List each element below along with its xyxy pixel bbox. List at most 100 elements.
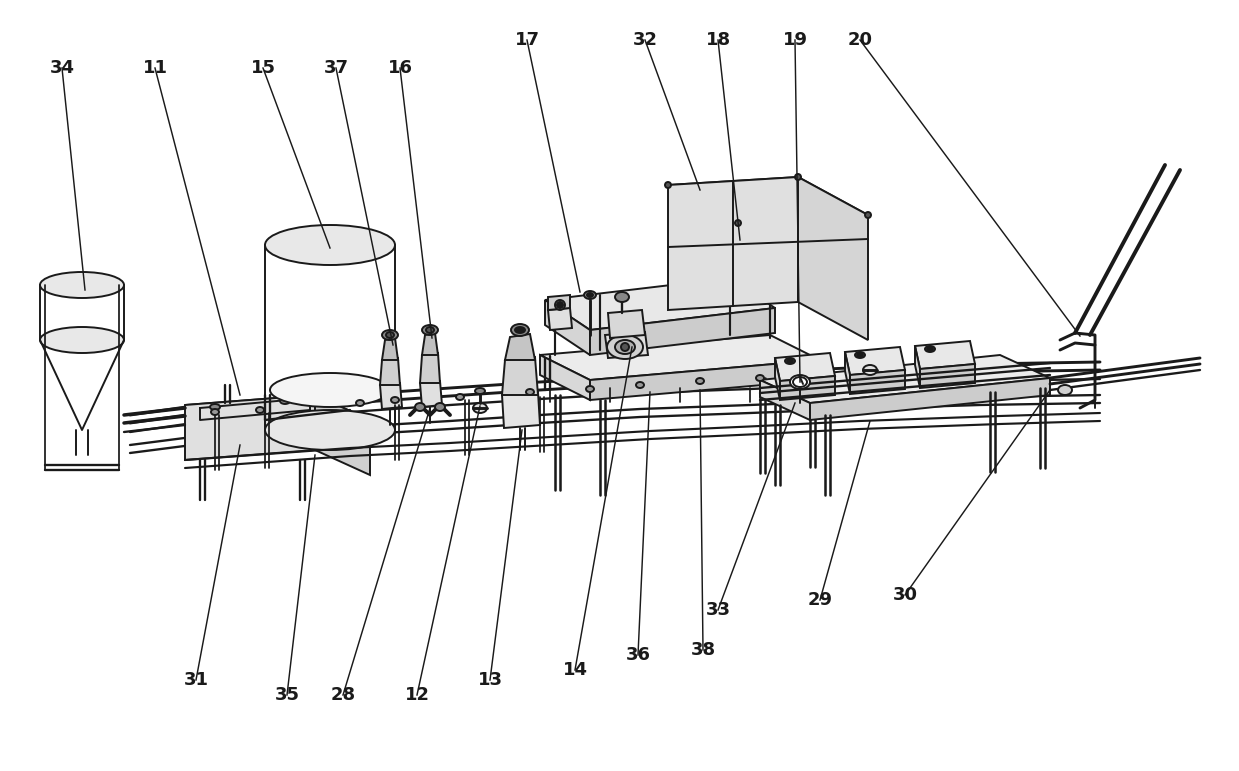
Polygon shape: [850, 370, 904, 394]
Polygon shape: [760, 380, 810, 420]
Ellipse shape: [927, 347, 933, 351]
Text: 17: 17: [514, 31, 539, 49]
Text: 19: 19: [783, 31, 808, 49]
Ellipse shape: [387, 332, 394, 338]
Polygon shape: [776, 358, 781, 400]
Ellipse shape: [209, 404, 221, 410]
Polygon shape: [668, 177, 869, 223]
Polygon shape: [668, 177, 798, 310]
Polygon shape: [545, 278, 776, 330]
Ellipse shape: [40, 327, 124, 353]
Ellipse shape: [426, 327, 434, 333]
Ellipse shape: [793, 377, 807, 387]
Ellipse shape: [415, 403, 425, 411]
Ellipse shape: [392, 397, 399, 403]
Text: 33: 33: [705, 601, 731, 619]
Ellipse shape: [270, 373, 390, 407]
Text: 37: 37: [323, 59, 348, 77]
Ellipse shape: [527, 389, 534, 395]
Ellipse shape: [615, 340, 636, 354]
Polygon shape: [315, 395, 370, 475]
Polygon shape: [798, 177, 869, 340]
Polygon shape: [185, 395, 370, 430]
Ellipse shape: [621, 343, 629, 351]
Text: 30: 30: [892, 586, 918, 604]
Ellipse shape: [665, 182, 672, 188]
Ellipse shape: [587, 293, 593, 297]
Ellipse shape: [456, 394, 463, 400]
Ellipse shape: [40, 272, 124, 298]
Polygon shape: [506, 334, 535, 360]
Text: 31: 31: [183, 671, 208, 689]
Text: 15: 15: [250, 59, 275, 77]
Ellipse shape: [475, 388, 484, 394]
Ellipse shape: [356, 400, 364, 406]
Polygon shape: [914, 341, 975, 369]
Text: 14: 14: [563, 661, 587, 679]
Polygon shape: [548, 308, 572, 330]
Ellipse shape: [473, 403, 487, 413]
Polygon shape: [605, 332, 648, 358]
Ellipse shape: [422, 325, 439, 335]
Polygon shape: [810, 378, 1049, 420]
Text: 32: 32: [632, 31, 658, 49]
Polygon shape: [545, 300, 590, 355]
Ellipse shape: [790, 375, 810, 389]
Ellipse shape: [435, 403, 445, 411]
Ellipse shape: [864, 365, 877, 375]
Ellipse shape: [586, 386, 593, 392]
Ellipse shape: [510, 324, 529, 336]
Ellipse shape: [256, 407, 264, 413]
Polygon shape: [420, 353, 440, 383]
Ellipse shape: [795, 174, 800, 180]
Ellipse shape: [1058, 385, 1072, 395]
Polygon shape: [420, 381, 442, 407]
Ellipse shape: [857, 353, 864, 357]
Polygon shape: [845, 352, 850, 394]
Ellipse shape: [211, 409, 219, 415]
Polygon shape: [781, 376, 835, 400]
Polygon shape: [380, 383, 401, 409]
Ellipse shape: [735, 220, 741, 226]
Ellipse shape: [756, 375, 764, 381]
Polygon shape: [380, 358, 400, 385]
Polygon shape: [760, 355, 1049, 403]
Text: 20: 20: [847, 31, 872, 49]
Text: 11: 11: [142, 59, 167, 77]
Text: 28: 28: [331, 686, 356, 704]
Polygon shape: [502, 357, 538, 395]
Text: 34: 34: [50, 59, 74, 77]
Text: 18: 18: [705, 31, 731, 49]
Ellipse shape: [265, 225, 395, 265]
Ellipse shape: [865, 212, 871, 218]
Text: 38: 38: [690, 641, 716, 659]
Text: 35: 35: [275, 686, 300, 704]
Text: 12: 12: [404, 686, 430, 704]
Polygon shape: [590, 308, 776, 355]
Polygon shape: [382, 338, 398, 360]
Polygon shape: [422, 333, 439, 355]
Ellipse shape: [786, 358, 795, 364]
Ellipse shape: [382, 330, 398, 340]
Polygon shape: [185, 395, 315, 460]
Ellipse shape: [280, 398, 290, 404]
Ellipse shape: [636, 382, 644, 388]
Polygon shape: [776, 353, 835, 381]
Ellipse shape: [607, 335, 643, 359]
Polygon shape: [921, 364, 975, 388]
Polygon shape: [590, 360, 820, 400]
Text: 13: 13: [477, 671, 503, 689]
Polygon shape: [548, 295, 570, 310]
Ellipse shape: [555, 300, 565, 310]
Ellipse shape: [265, 410, 395, 450]
Text: 29: 29: [808, 591, 833, 609]
Polygon shape: [502, 392, 540, 428]
Ellipse shape: [855, 352, 865, 358]
Ellipse shape: [696, 378, 704, 384]
Polygon shape: [540, 335, 820, 380]
Ellipse shape: [558, 302, 563, 308]
Ellipse shape: [926, 346, 935, 352]
Ellipse shape: [615, 292, 629, 302]
Polygon shape: [540, 355, 590, 400]
Ellipse shape: [515, 327, 525, 333]
